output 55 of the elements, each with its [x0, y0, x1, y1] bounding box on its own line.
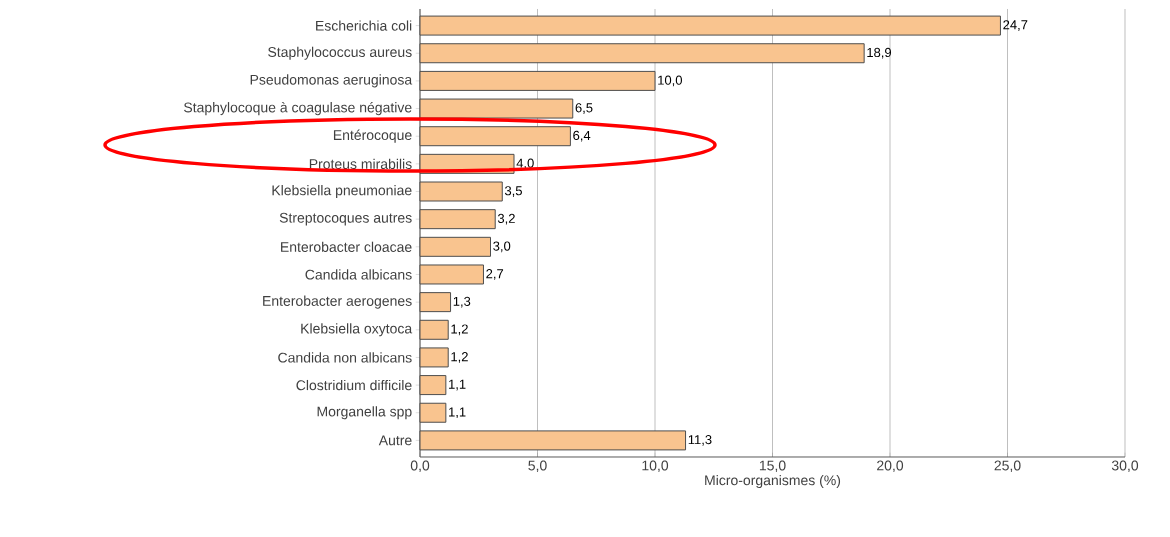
bar	[419, 209, 496, 230]
y-tick-label: Staphylocoque à coagulase négative	[184, 101, 412, 116]
y-tick-label: Streptocoques autres	[279, 212, 412, 226]
bar	[419, 347, 449, 368]
bar	[419, 181, 503, 202]
bar	[419, 292, 452, 313]
bar	[419, 430, 687, 451]
bar	[419, 319, 449, 340]
data-label: 10,0	[658, 75, 682, 87]
x-tick-label: 0,0	[410, 460, 430, 473]
bar	[419, 126, 571, 147]
y-tick-label: Pseudomonas aeruginosa	[250, 74, 413, 88]
data-label: 1,2	[451, 324, 468, 336]
data-label: 24,7	[1003, 20, 1028, 31]
x-tick-label: 20,0	[877, 460, 904, 473]
data-label: 6,5	[575, 103, 593, 114]
y-tick-label: Klebsiella pneumoniae	[272, 184, 412, 199]
x-tick-label: 10,0	[642, 460, 669, 473]
data-label: 1,1	[449, 379, 466, 391]
bar	[419, 15, 1001, 36]
data-label: 3,0	[493, 241, 511, 253]
x-tick-label: 15,0	[759, 460, 786, 473]
bar	[419, 264, 484, 285]
bar	[419, 43, 865, 64]
y-tick-label: Escherichia coli	[316, 20, 412, 31]
data-label: 1,2	[451, 352, 468, 363]
y-tick-label: Autre	[378, 435, 412, 446]
y-tick-label: Clostridium difficile	[296, 379, 412, 391]
y-tick-label: Proteus mirabilis	[309, 158, 412, 169]
y-tick-label: Morganella spp	[317, 406, 412, 420]
bar	[419, 70, 656, 91]
data-label: 11,3	[688, 435, 712, 446]
y-tick-label: Entérocoque	[333, 129, 412, 143]
y-tick-label: Enterobacter aerogenes	[263, 295, 412, 309]
bar	[419, 402, 447, 423]
data-label: 18,9	[867, 47, 892, 59]
y-tick-label: Klebsiella oxytoca	[301, 323, 413, 337]
y-tick-label: Enterobacter cloacae	[281, 241, 412, 252]
y-tick-label: Candida non albicans	[278, 352, 412, 363]
bar	[419, 98, 574, 119]
data-label: 1,3	[453, 296, 471, 308]
data-label: 4,0	[516, 158, 534, 170]
bar	[419, 375, 447, 396]
data-label: 1,1	[449, 407, 466, 419]
x-tick-label: 5,0	[528, 460, 547, 473]
x-tick-label: 30,0	[1111, 460, 1139, 473]
y-tick-label: Candida albicans	[305, 269, 412, 280]
y-tick-label: Staphylococcus aureus	[268, 46, 412, 60]
x-tick-label: 25,0	[994, 460, 1021, 473]
data-label: 2,7	[486, 269, 504, 280]
data-label: 3,2	[497, 213, 515, 225]
bar	[419, 236, 492, 257]
data-label: 3,5	[504, 186, 522, 197]
data-label: 6,4	[573, 130, 591, 142]
x-axis-title: Micro-organismes (%)	[705, 474, 841, 488]
